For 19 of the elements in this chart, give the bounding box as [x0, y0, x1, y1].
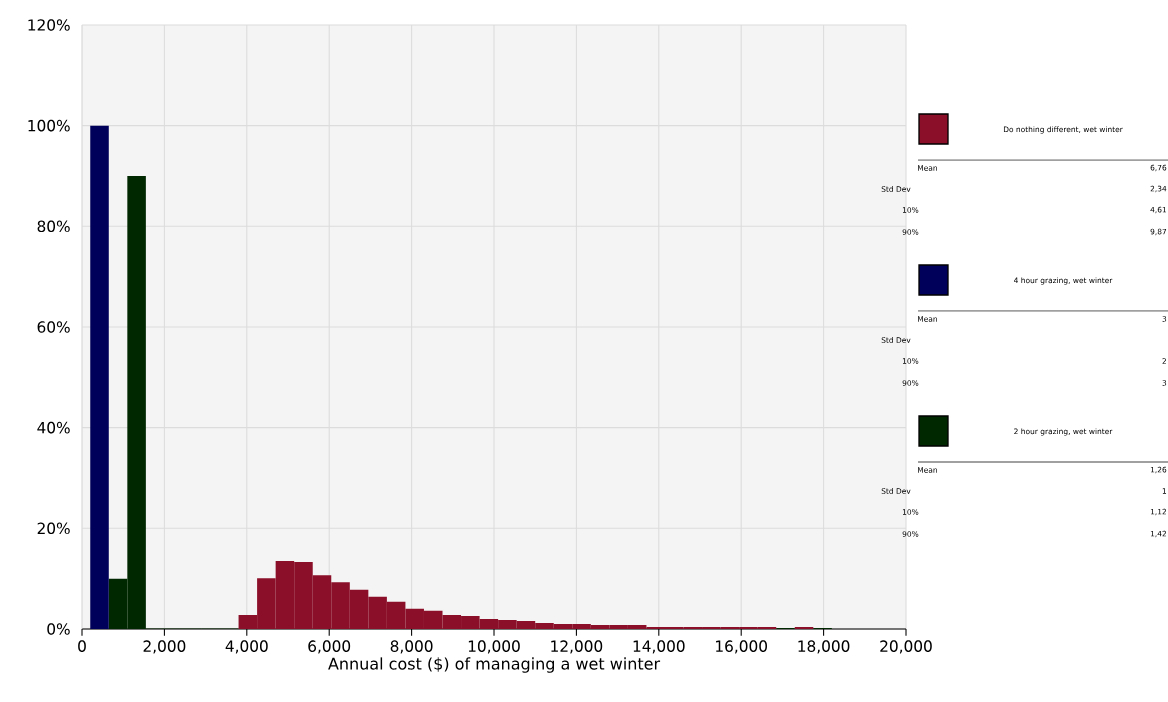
x-tick-label: 16,000 — [716, 640, 767, 654]
y-tick-label: 0% — [47, 623, 70, 635]
x-tick-label: 18,000 — [798, 640, 850, 654]
y-tick-label: 80% — [37, 220, 70, 233]
y-tick-label: 100% — [28, 119, 70, 132]
x-tick-label: 8,000 — [390, 640, 433, 654]
x-tick-label: 20,000 — [880, 640, 932, 654]
x-axis-title: Annual cost ($) of managing a wet winter — [328, 657, 661, 673]
x-tick-label: 4,000 — [225, 640, 268, 654]
y-tick-label: 60% — [37, 321, 70, 333]
y-tick-label: 40% — [37, 421, 70, 434]
x-tick-label: 2,000 — [143, 640, 186, 654]
x-tick-label: 0 — [78, 640, 86, 652]
x-tick-label: 10,000 — [468, 640, 520, 654]
y-tick-label: 20% — [37, 522, 70, 535]
y-tick-label: 120% — [28, 19, 70, 31]
x-tick-label: 6,000 — [308, 640, 351, 654]
x-tick-label: 12,000 — [551, 640, 603, 654]
x-tick-label: 14,000 — [633, 640, 685, 654]
